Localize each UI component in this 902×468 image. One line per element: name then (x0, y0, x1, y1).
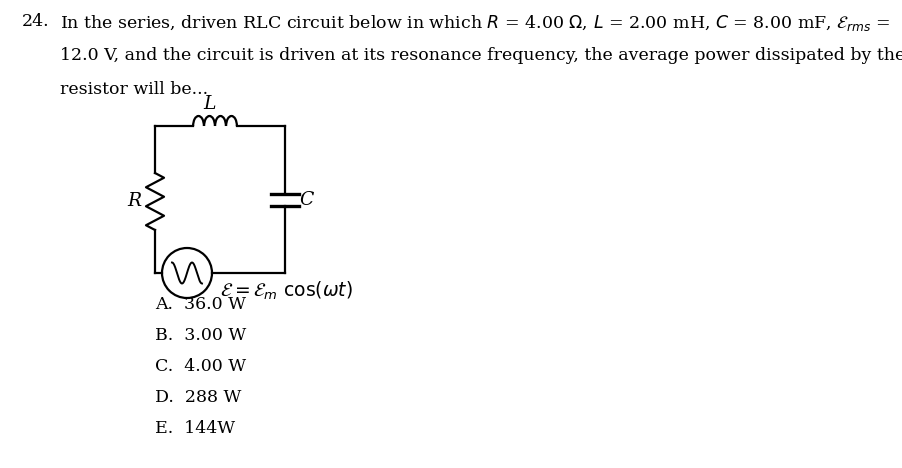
Text: B.  3.00 W: B. 3.00 W (155, 327, 246, 344)
Text: resistor will be...: resistor will be... (60, 81, 208, 98)
Text: $\mathcal{E}=\mathcal{E}_m\ \mathrm{cos}(\omega t)$: $\mathcal{E}=\mathcal{E}_m\ \mathrm{cos}… (220, 280, 353, 302)
Text: R: R (127, 192, 141, 211)
Text: 24.: 24. (22, 13, 50, 30)
Text: A.  36.0 W: A. 36.0 W (155, 296, 246, 313)
Text: C: C (299, 191, 313, 209)
Text: 12.0 V, and the circuit is driven at its resonance frequency, the average power : 12.0 V, and the circuit is driven at its… (60, 47, 902, 64)
Text: C.  4.00 W: C. 4.00 W (155, 358, 246, 375)
Text: L: L (204, 95, 216, 113)
Text: In the series, driven RLC circuit below in which $R$ = 4.00 $\Omega$, $L$ = 2.00: In the series, driven RLC circuit below … (60, 13, 890, 33)
Text: D.  288 W: D. 288 W (155, 389, 242, 406)
Text: E.  144W: E. 144W (155, 420, 235, 437)
